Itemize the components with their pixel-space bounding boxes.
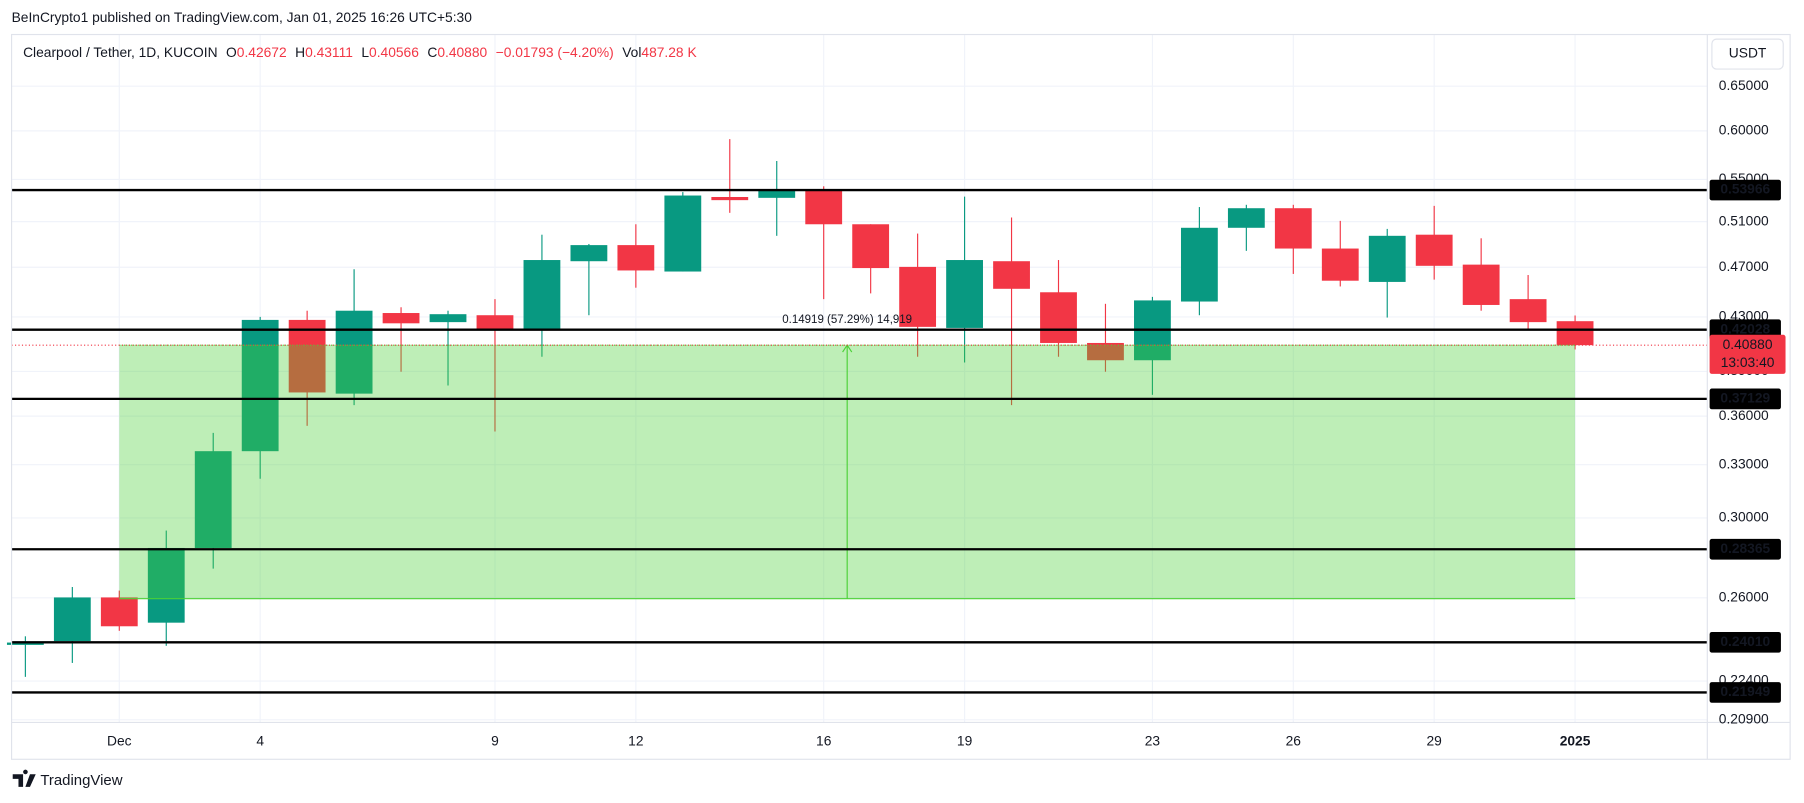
x-tick-label: 16 — [816, 734, 832, 749]
legend-high: 0.43111 — [305, 45, 353, 60]
candle-body — [805, 190, 843, 225]
candle-body — [758, 190, 796, 198]
candle-body — [288, 319, 326, 393]
y-tick-label: 0.36000 — [1719, 408, 1769, 423]
level-label: 0.53966 — [1720, 182, 1770, 197]
logo-mark — [12, 769, 36, 787]
level-label-box — [1709, 631, 1781, 653]
candle-body — [1274, 208, 1312, 249]
symbol-legend: Clearpool / Tether, 1D, KUCOIN O0.42672 … — [23, 45, 697, 60]
axes: 0.650000.600000.550000.510000.470000.430… — [107, 78, 1786, 749]
candle-body — [711, 196, 749, 201]
candle-body — [147, 547, 185, 623]
candle-body — [617, 245, 655, 271]
candle-body — [100, 597, 138, 627]
x-tick-label: 26 — [1286, 734, 1302, 749]
legend-vol: Vol — [622, 45, 641, 60]
candle-body — [194, 451, 232, 548]
level-label-box — [1709, 682, 1781, 703]
candle-body — [1180, 227, 1218, 302]
candle-body — [241, 319, 279, 452]
candles — [6, 139, 1594, 677]
candle-body — [1368, 235, 1406, 282]
candle-body — [523, 260, 561, 330]
level-label-box — [1709, 179, 1781, 201]
y-tick-label: 0.26000 — [1719, 590, 1769, 605]
candle-body — [382, 313, 420, 324]
candle-body — [429, 314, 467, 323]
candle-body — [53, 597, 91, 642]
y-tick-label: 0.60000 — [1719, 123, 1769, 138]
y-tick-label: 0.33000 — [1719, 456, 1769, 471]
candle-body — [1227, 208, 1265, 228]
candle-body — [899, 266, 937, 327]
candle-body — [6, 642, 44, 645]
candle-body — [1321, 248, 1359, 281]
currency-button[interactable] — [1711, 38, 1784, 70]
legend-c: C — [427, 45, 437, 60]
level-label: 0.37129 — [1720, 391, 1770, 406]
legend-h: H — [295, 45, 305, 60]
y-tick-label: 0.47000 — [1719, 259, 1769, 274]
measure-label: 0.14919 (57.29%) 14,919 — [782, 314, 912, 326]
y-tick-label: 0.30000 — [1719, 510, 1769, 525]
legend-open: 0.42672 — [237, 45, 287, 60]
level-label: 0.42028 — [1720, 321, 1770, 336]
last-price-label: 0.40880 — [1723, 337, 1773, 352]
y-tick-label: 0.51000 — [1719, 213, 1769, 228]
x-tick-label: 19 — [957, 734, 973, 749]
legend-change: −0.01793 (−4.20%) — [496, 45, 614, 60]
level-label-box — [1709, 388, 1781, 410]
chart-frame — [10, 33, 1791, 760]
tradingview-logo: TradingView — [12, 769, 123, 789]
candle-body — [1087, 342, 1124, 361]
candle-body — [1415, 234, 1453, 266]
countdown-label: 13:03:40 — [1721, 355, 1775, 370]
published-note: BeInCrypto1 published on TradingView.com… — [12, 10, 473, 25]
legend-close: 0.40880 — [437, 45, 487, 60]
candle-body — [1462, 264, 1500, 305]
candle-body — [335, 310, 373, 394]
x-tick-label: 9 — [491, 734, 499, 749]
candle-body — [476, 315, 514, 330]
level-label: 0.24010 — [1720, 634, 1770, 649]
x-tick-label: 29 — [1427, 734, 1443, 749]
legend-l: L — [361, 45, 369, 60]
candle-body — [1556, 321, 1594, 346]
level-label: 0.28365 — [1720, 541, 1770, 556]
x-tick-label: 12 — [628, 734, 643, 749]
legend-volume: 487.28 K — [641, 45, 697, 60]
x-tick-label: 4 — [256, 734, 264, 749]
logo-text: TradingView — [40, 772, 122, 789]
y-tick-label: 0.20900 — [1719, 711, 1769, 726]
candle-body — [664, 195, 702, 272]
legend-low: 0.40566 — [369, 45, 419, 60]
candle-body — [1509, 299, 1547, 323]
candle-body — [1040, 292, 1077, 343]
x-tick-label: 23 — [1145, 734, 1161, 749]
legend-o: O — [226, 45, 237, 60]
candle-body — [852, 224, 890, 269]
last-price-box — [1709, 334, 1786, 374]
level-label: 0.21949 — [1720, 684, 1770, 699]
candle-body — [993, 261, 1030, 289]
currency-label[interactable]: USDT — [1729, 46, 1767, 61]
x-tick-label: 2025 — [1560, 734, 1591, 749]
level-label-box — [1709, 538, 1781, 560]
x-tick-label: Dec — [107, 734, 132, 749]
y-tick-label: 0.65000 — [1719, 78, 1769, 93]
overlays: 0.14919 (57.29%) 14,919 — [11, 188, 1708, 694]
candle-body — [570, 245, 608, 262]
symbol: Clearpool / Tether, 1D, KUCOIN — [23, 45, 218, 60]
candle-body — [946, 260, 983, 328]
